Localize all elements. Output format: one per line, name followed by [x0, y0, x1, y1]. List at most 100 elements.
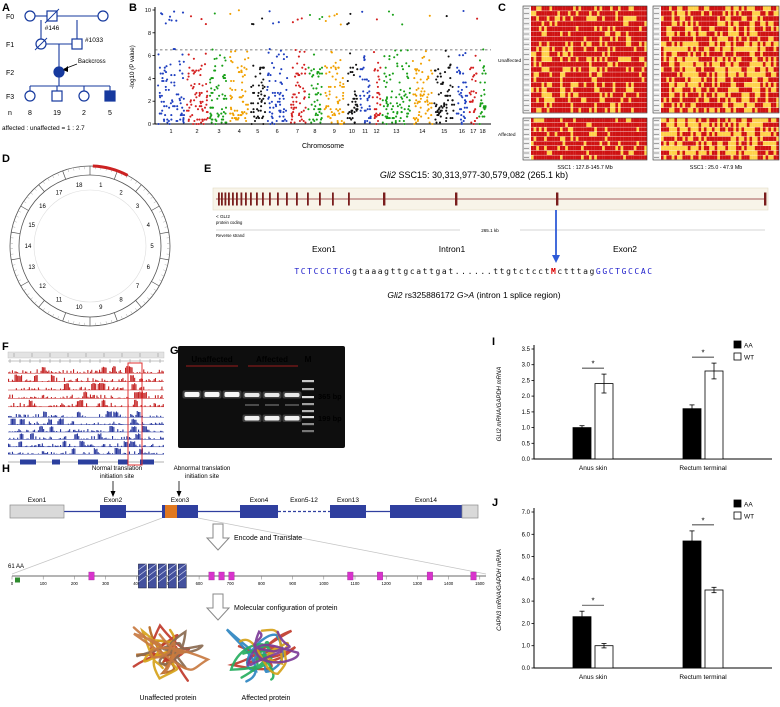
hap-cell — [746, 21, 750, 26]
hap-cell — [770, 51, 774, 57]
coverage-peak — [57, 445, 59, 447]
hap-cell — [610, 56, 613, 62]
hap-cell — [744, 122, 747, 127]
coverage-peak — [143, 453, 145, 455]
hap-cell — [610, 11, 613, 16]
coverage-peak — [135, 444, 137, 447]
panel-label-d: D — [2, 153, 10, 165]
hap-cell — [586, 41, 590, 47]
x-tick-label: 7 — [296, 129, 299, 135]
snp-point — [210, 87, 213, 90]
hap-cell — [573, 132, 576, 137]
snp-point — [240, 65, 243, 68]
snp-point — [398, 93, 401, 96]
coverage-peak — [102, 383, 104, 390]
coverage-peak — [106, 411, 108, 418]
hap-cell — [565, 87, 568, 93]
panel-g-gel: G Unaffected Affected M 365 bp 199 bp — [170, 345, 345, 448]
hap-cell — [578, 46, 582, 52]
hap-cell — [533, 118, 537, 123]
coverage-peak — [49, 405, 51, 407]
panel-h-protein-diagram: H Normal translation initiation site Abn… — [2, 463, 487, 702]
hap-cell — [757, 46, 761, 52]
hap-cell — [531, 127, 534, 132]
hap-cell — [693, 102, 696, 108]
hap-cell — [554, 67, 558, 72]
hap-cell — [765, 11, 769, 16]
hap-cell — [607, 41, 611, 47]
snp-point — [385, 75, 388, 78]
hap-cell — [623, 77, 626, 83]
hap-cell — [602, 51, 605, 57]
hap-cell — [666, 72, 670, 77]
hap-cell — [754, 77, 758, 83]
hap-cell — [554, 155, 558, 160]
hap-cell — [682, 36, 686, 42]
hap-cell — [594, 97, 597, 103]
hap-cell — [717, 67, 721, 72]
hap-cell — [546, 51, 550, 57]
hap-cell — [765, 141, 769, 146]
hap-cell — [677, 67, 680, 72]
hap-cell — [591, 51, 595, 57]
hap-cell — [709, 132, 712, 137]
snp-point — [158, 94, 161, 97]
hap-cell — [773, 36, 777, 42]
hap-cell — [701, 11, 704, 16]
hap-cell — [701, 51, 704, 57]
hap-cell — [687, 36, 691, 42]
hap-cell — [607, 77, 611, 83]
hap-cell — [754, 6, 758, 11]
coverage-peak — [78, 411, 80, 418]
snp-point — [458, 54, 461, 57]
hap-cell — [575, 62, 579, 67]
hap-cell — [703, 141, 707, 146]
snp-point — [224, 59, 227, 62]
snp-point — [268, 79, 271, 83]
snp-point — [177, 93, 180, 96]
hap-cell — [615, 136, 619, 141]
hap-cell — [720, 102, 723, 108]
coverage-peak — [136, 392, 138, 399]
snp-point — [201, 84, 204, 87]
hap-cell — [560, 51, 563, 57]
coverage-peak — [117, 397, 119, 399]
hap-cell — [620, 118, 624, 123]
snp-point — [435, 121, 438, 124]
snp-point — [434, 69, 437, 72]
hap-cell — [552, 97, 555, 103]
snp-point — [389, 102, 392, 105]
coverage-peak — [138, 392, 140, 399]
snp-point — [347, 72, 350, 75]
segment-divider — [135, 184, 142, 192]
snp-point — [233, 109, 236, 112]
hap-cell — [701, 72, 704, 77]
hap-cell — [669, 41, 672, 47]
candidate-region-highlight — [127, 362, 143, 466]
hap-cell — [602, 155, 605, 160]
hap-cell — [677, 118, 680, 123]
hap-cell — [641, 77, 645, 83]
hap-cell — [570, 11, 574, 16]
hap-cell — [583, 31, 587, 37]
hap-cell — [594, 6, 597, 11]
hap-cell — [701, 118, 704, 123]
hap-cell — [725, 72, 729, 77]
snp-point — [229, 119, 232, 123]
coverage-peak — [41, 426, 43, 432]
hap-cell — [730, 6, 734, 11]
snp-point — [470, 90, 473, 93]
hap-cell — [562, 102, 566, 108]
coverage-peak — [136, 422, 138, 425]
hap-cell — [770, 82, 774, 88]
hap-cell — [674, 150, 678, 155]
hap-cell — [552, 41, 555, 47]
hap-cell — [604, 77, 608, 83]
hap-cell — [615, 155, 619, 160]
hap-cell — [663, 122, 667, 127]
snp-point — [259, 72, 262, 75]
hap-cell — [533, 127, 537, 132]
hap-cell — [623, 11, 626, 16]
coverage-peak — [154, 403, 156, 407]
hap-cell — [703, 67, 707, 72]
